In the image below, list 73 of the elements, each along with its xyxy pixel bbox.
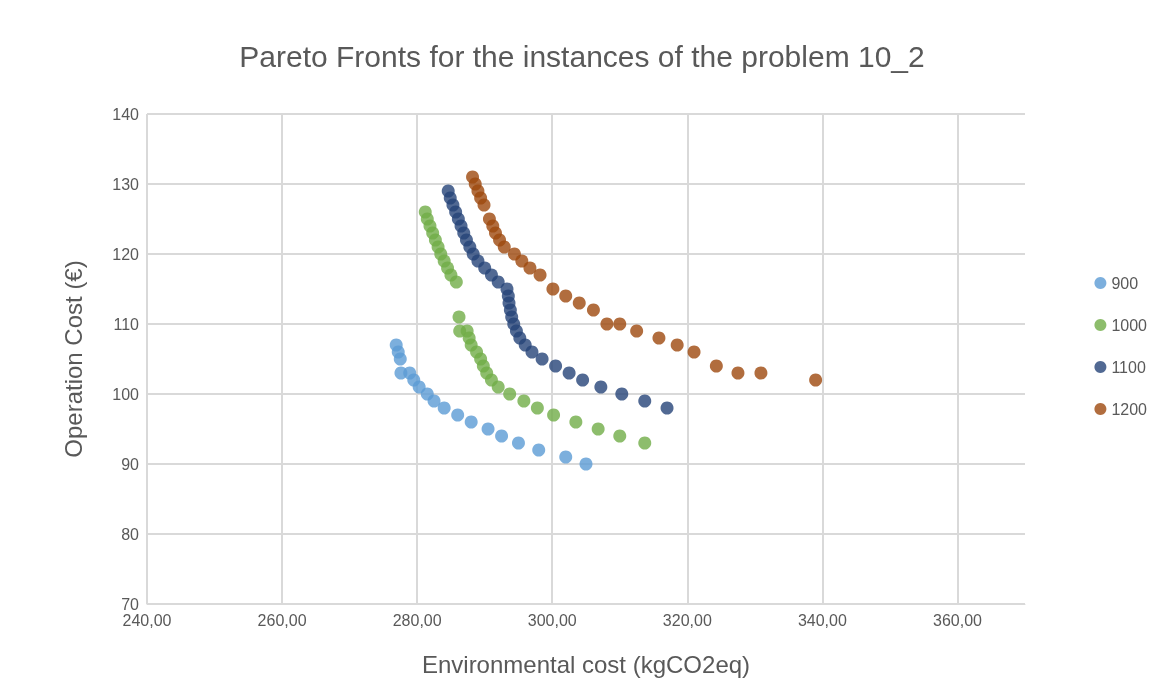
point (491, 275, 505, 289)
point (549, 359, 563, 373)
point (530, 401, 544, 415)
point (491, 380, 505, 394)
point (600, 317, 614, 331)
point (449, 275, 463, 289)
point (754, 366, 768, 380)
y-tick-label: 70 (121, 595, 140, 613)
point (546, 282, 560, 296)
point (591, 422, 605, 436)
x-tick-label: 340,00 (797, 611, 847, 629)
y-tick-label: 100 (112, 385, 140, 403)
point (503, 387, 517, 401)
point (613, 317, 627, 331)
x-tick-label: 240,00 (122, 611, 172, 629)
y-axis-title: Operation Cost (€) (59, 260, 87, 458)
x-tick-label: 300,00 (527, 611, 577, 629)
point (477, 198, 491, 212)
point (533, 268, 547, 282)
point (569, 415, 583, 429)
x-tick-label: 280,00 (392, 611, 442, 629)
point (547, 408, 561, 422)
point (525, 345, 539, 359)
point (511, 436, 525, 450)
point (660, 401, 674, 415)
point (481, 422, 495, 436)
point (562, 366, 576, 380)
point (517, 394, 531, 408)
point (687, 345, 701, 359)
point (638, 436, 652, 450)
point (579, 457, 593, 471)
point (594, 380, 608, 394)
point (615, 387, 629, 401)
point (393, 352, 407, 366)
legend-label: 1100 (1111, 358, 1146, 376)
point (613, 429, 627, 443)
y-tick-label: 90 (121, 455, 140, 473)
point (532, 443, 546, 457)
y-tick-label: 110 (113, 315, 140, 333)
x-tick-label: 320,00 (662, 611, 712, 629)
legend-label: 1000 (1111, 316, 1148, 334)
point (437, 401, 451, 415)
y-tick-label: 140 (112, 105, 140, 123)
point (586, 303, 600, 317)
x-tick-label: 260,00 (257, 611, 307, 629)
point (670, 338, 684, 352)
point (731, 366, 745, 380)
point (630, 324, 644, 338)
point (427, 394, 441, 408)
x-tick-label: 360,00 (932, 611, 983, 629)
point (464, 415, 478, 429)
point (523, 261, 537, 275)
point (576, 373, 590, 387)
point (709, 359, 723, 373)
y-tick-label: 80 (121, 525, 140, 543)
point (495, 429, 509, 443)
point (809, 373, 823, 387)
point (452, 310, 466, 324)
point (638, 394, 652, 408)
y-tick-label: 130 (112, 175, 140, 193)
point (652, 331, 666, 345)
point (559, 450, 573, 464)
point (515, 254, 529, 268)
point (451, 408, 465, 422)
point (535, 352, 549, 366)
legend-label: 1200 (1111, 400, 1148, 418)
legend-label: 900 (1111, 274, 1139, 292)
y-tick-label: 120 (112, 245, 140, 263)
x-axis-title: Environmental cost (kgCO2eq) (421, 650, 751, 678)
point (559, 289, 573, 303)
point (572, 296, 586, 310)
chart-title: Pareto Fronts for the instances of the problem 10_2 (239, 39, 925, 73)
point (497, 240, 511, 254)
